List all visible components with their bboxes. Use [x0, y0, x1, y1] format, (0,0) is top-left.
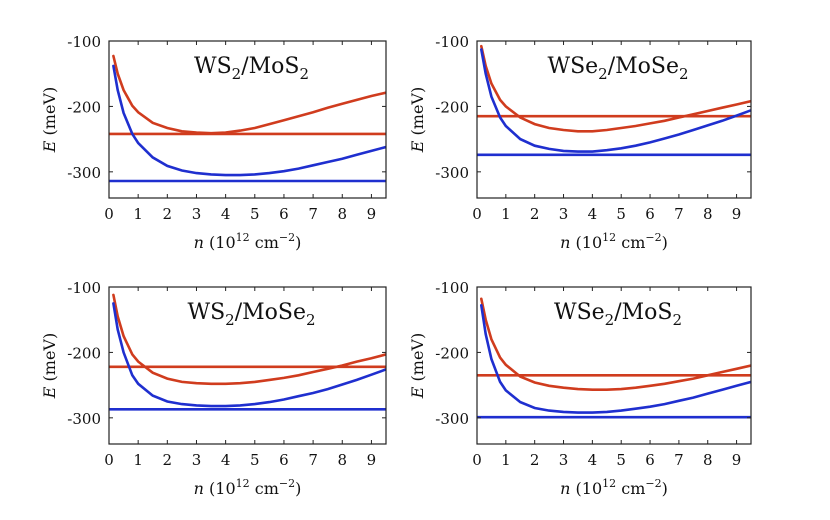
- plot-frame: [476, 40, 752, 199]
- plot-frame: [108, 286, 387, 445]
- series-group: [477, 44, 751, 157]
- series-red-curve: [112, 54, 386, 135]
- x-tick-label: 4: [588, 205, 598, 223]
- series-group: [109, 54, 386, 183]
- x-tick-label: 1: [133, 205, 143, 223]
- x-tick-label: 6: [279, 451, 289, 469]
- panel-title: WSe2/MoS2: [554, 300, 682, 329]
- x-tick-label: 8: [337, 451, 347, 469]
- panel-ws2-mos2: 0 1 2 3 4 5 6 7 8 9 -300 -200 -100 WS2/MoS2 n (1012 cm…: [40, 33, 387, 252]
- x-tick-label: 1: [501, 205, 511, 223]
- x-tick-label: 0: [104, 205, 114, 223]
- x-tick-label: 2: [163, 451, 173, 469]
- x-tick-label: 5: [250, 205, 260, 223]
- series-red-curve: [479, 44, 751, 133]
- x-tick-label: 1: [501, 451, 511, 469]
- panel-wse2-mos2: 0 1 2 3 4 5 6 7 8 9 -300 -200 -100 WSe2/MoS2 n (1012 c…: [408, 279, 752, 498]
- x-tick-label: 8: [703, 205, 713, 223]
- x-tick-label: 5: [616, 205, 626, 223]
- panel-ws2-mose2: 0 1 2 3 4 5 6 7 8 9 -300 -200 -100 WS2/MoSe2 n (1012 c…: [40, 279, 387, 498]
- x-tick-label: 2: [530, 205, 540, 223]
- series-group: [477, 297, 751, 419]
- y-tick-label: -200: [67, 98, 101, 116]
- x-tick-label: 9: [367, 205, 377, 223]
- panel-title: WS2/MoS2: [194, 54, 309, 83]
- x-tick-label: 6: [279, 205, 289, 223]
- x-axis-label: n (1012 cm−2): [194, 477, 302, 498]
- x-tick-label: 0: [104, 451, 114, 469]
- y-tick-label: -100: [435, 279, 469, 297]
- x-tick-label: 7: [674, 205, 684, 223]
- y-tick-label: -200: [67, 344, 101, 362]
- x-axis-label: n (1012 cm−2): [194, 231, 302, 252]
- series-blue-curve: [112, 302, 386, 408]
- y-tick-label: -100: [435, 33, 469, 51]
- y-axis-label: E (meV): [40, 87, 59, 153]
- series-red-curve: [479, 297, 751, 392]
- x-tick-label: 7: [308, 205, 318, 223]
- x-tick-label: 4: [221, 451, 231, 469]
- x-tick-label: 9: [732, 451, 742, 469]
- panel-title: WS2/MoSe2: [187, 300, 315, 329]
- x-tick-label: 7: [308, 451, 318, 469]
- x-axis-label: n (1012 cm−2): [560, 477, 668, 498]
- y-axis-label: E (meV): [40, 333, 59, 399]
- y-tick-label: -300: [435, 410, 469, 428]
- x-tick-label: 5: [250, 451, 260, 469]
- panel-title: WSe2/MoSe2: [547, 54, 688, 83]
- x-tick-label: 3: [559, 205, 569, 223]
- plot-frame: [108, 40, 387, 199]
- x-tick-label: 9: [367, 451, 377, 469]
- x-tick-label: 9: [732, 205, 742, 223]
- x-tick-label: 4: [221, 205, 231, 223]
- x-tick-label: 3: [192, 205, 202, 223]
- x-tick-label: 2: [530, 451, 540, 469]
- x-tick-label: 2: [163, 205, 173, 223]
- series-blue-curve: [479, 303, 751, 414]
- x-tick-label: 3: [192, 451, 202, 469]
- y-axis-label: E (meV): [408, 87, 427, 153]
- y-tick-label: -300: [67, 164, 101, 182]
- series-blue-curve: [112, 64, 386, 177]
- y-axis-label: E (meV): [408, 333, 427, 399]
- x-tick-label: 8: [337, 205, 347, 223]
- x-tick-label: 3: [559, 451, 569, 469]
- x-tick-label: 5: [616, 451, 626, 469]
- x-tick-label: 6: [645, 205, 655, 223]
- x-axis-label: n (1012 cm−2): [560, 231, 668, 252]
- x-tick-label: 7: [674, 451, 684, 469]
- x-tick-label: 0: [472, 205, 482, 223]
- x-tick-label: 8: [703, 451, 713, 469]
- x-tick-label: 0: [472, 451, 482, 469]
- panel-wse2-mose2: 0 1 2 3 4 5 6 7 8 9 -300 -200 -100 WSe2/MoSe2 n (1012 …: [408, 33, 752, 252]
- y-tick-label: -100: [67, 279, 101, 297]
- x-tick-label: 6: [645, 451, 655, 469]
- series-blue-curve: [479, 48, 751, 153]
- y-tick-label: -200: [435, 98, 469, 116]
- plot-frame: [476, 286, 752, 445]
- y-tick-label: -300: [67, 410, 101, 428]
- series-group: [109, 293, 386, 411]
- y-tick-label: -200: [435, 344, 469, 362]
- x-tick-label: 1: [133, 451, 143, 469]
- y-tick-label: -300: [435, 164, 469, 182]
- x-tick-label: 4: [588, 451, 598, 469]
- y-tick-label: -100: [67, 33, 101, 51]
